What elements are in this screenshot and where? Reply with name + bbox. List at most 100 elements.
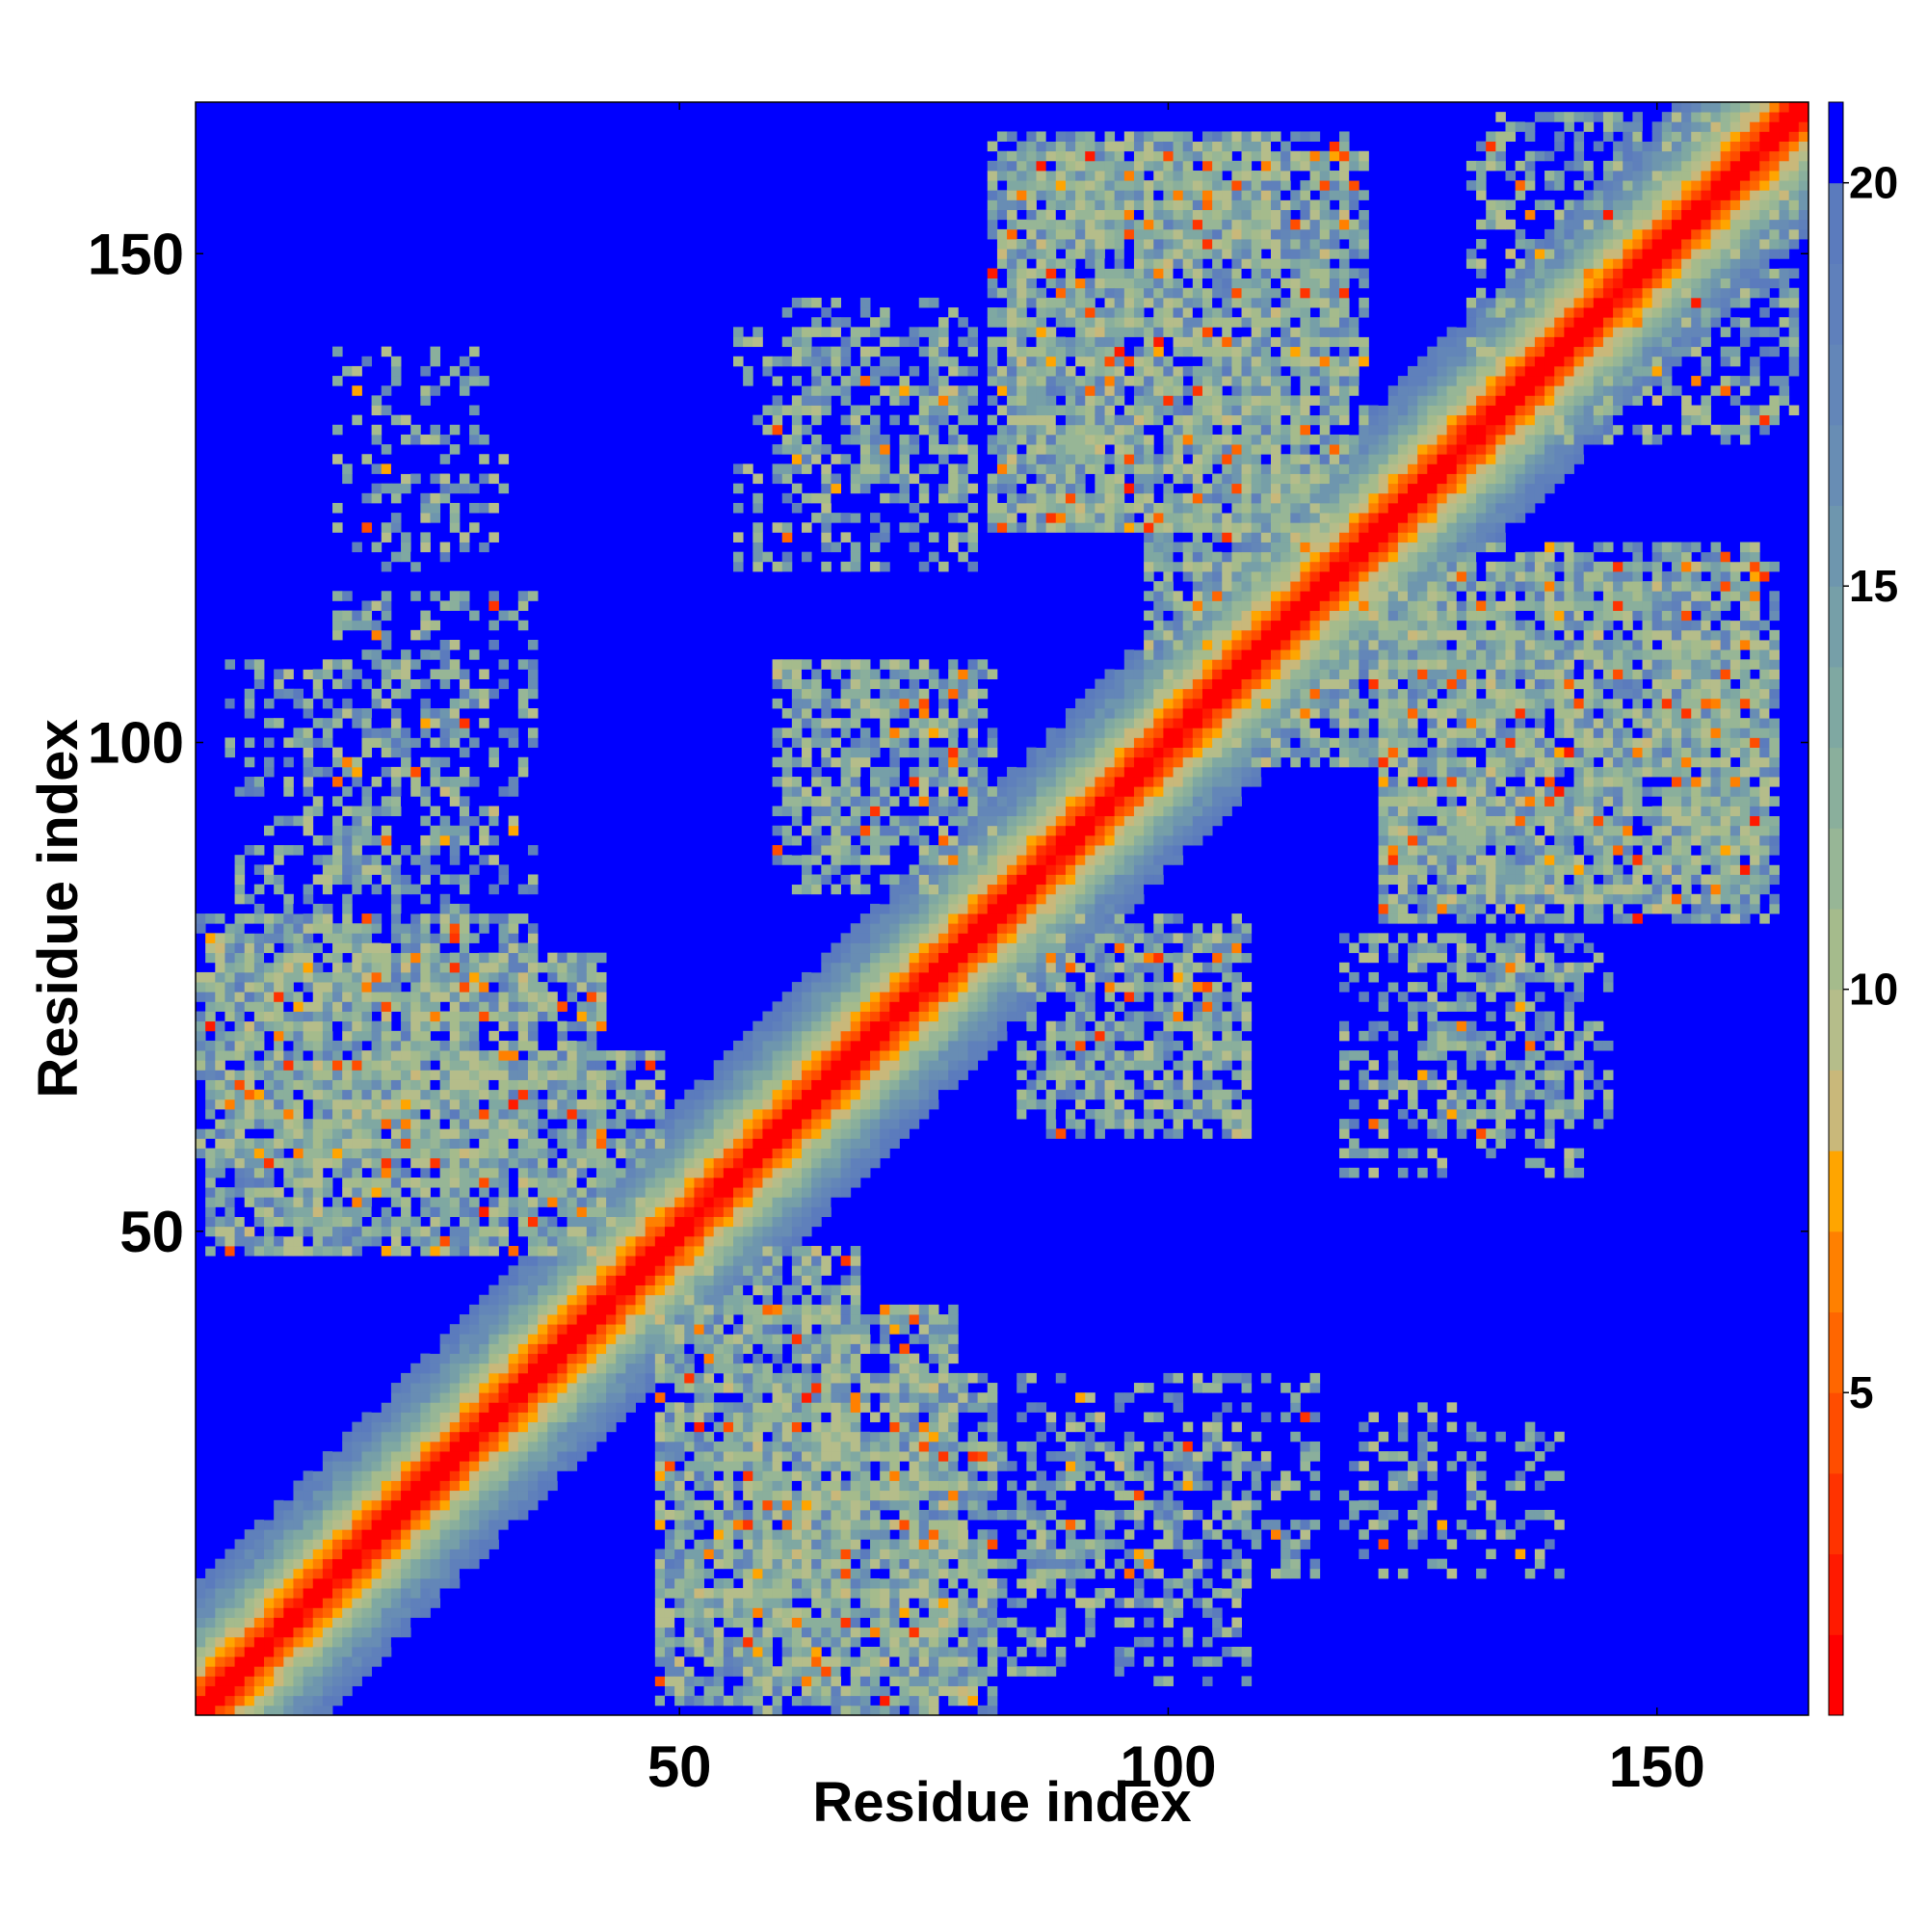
heatmap-cell [332, 1128, 343, 1139]
heatmap-cell [703, 1520, 715, 1530]
heatmap-cell [645, 1226, 656, 1237]
heatmap-cell [831, 1343, 841, 1355]
heatmap-cell [420, 1098, 431, 1110]
heatmap-cell [459, 473, 470, 485]
heatmap-cell [459, 1509, 470, 1521]
heatmap-cell [342, 1548, 353, 1560]
heatmap-cell [831, 1646, 841, 1657]
heatmap-cell [772, 1577, 783, 1589]
heatmap-cell [674, 1568, 685, 1579]
heatmap-cell [234, 1020, 246, 1032]
heatmap-cell [322, 1520, 333, 1530]
heatmap-cell [527, 640, 539, 650]
heatmap-cell [498, 1372, 510, 1384]
heatmap-cell [430, 962, 441, 973]
heatmap-cell [781, 1108, 793, 1120]
heatmap-cell [215, 1157, 225, 1169]
heatmap-cell [821, 1568, 832, 1579]
heatmap-cell [449, 825, 461, 836]
heatmap-cell [253, 1666, 265, 1677]
heatmap-cell [723, 1089, 734, 1100]
heatmap-cell [713, 1157, 725, 1169]
heatmap-cell [880, 1539, 890, 1549]
heatmap-cell [625, 1235, 636, 1247]
heatmap-cell [498, 1119, 510, 1129]
heatmap-cell [322, 1617, 333, 1628]
heatmap-cell [713, 1079, 725, 1091]
heatmap-cell [488, 1030, 499, 1042]
heatmap-cell [342, 1216, 353, 1228]
heatmap-cell [802, 747, 812, 758]
heatmap-cell [274, 962, 284, 973]
heatmap-cell [410, 669, 421, 679]
heatmap-cell [743, 1050, 753, 1061]
heatmap-cell [781, 1050, 793, 1061]
heatmap-cell [635, 1275, 647, 1285]
heatmap-cell [410, 728, 421, 738]
heatmap-cell [645, 1334, 656, 1344]
heatmap-cell [811, 1343, 822, 1355]
heatmap-cell [547, 1060, 558, 1071]
heatmap-cell [303, 1558, 314, 1570]
heatmap-cell [811, 1178, 822, 1188]
heatmap-cell [606, 1157, 617, 1169]
heatmap-cell [870, 395, 881, 406]
heatmap-cell [616, 1294, 626, 1306]
heatmap-cell [762, 1372, 773, 1384]
heatmap-cell [527, 678, 539, 690]
heatmap-cell [361, 1070, 373, 1080]
heatmap-cell [762, 1246, 773, 1257]
heatmap-cell [508, 1490, 519, 1501]
heatmap-cell [811, 1353, 822, 1364]
heatmap-cell [831, 1314, 841, 1325]
heatmap-cell [743, 1226, 753, 1237]
heatmap-cell [781, 1577, 793, 1589]
heatmap-cell [703, 1431, 715, 1442]
heatmap-cell [332, 620, 343, 631]
heatmap-cell [224, 1646, 235, 1657]
heatmap-cell [811, 1676, 822, 1686]
heatmap-cell [469, 1490, 480, 1501]
heatmap-cell [390, 1167, 402, 1178]
heatmap-cell [517, 1314, 529, 1325]
heatmap-cell [381, 591, 392, 601]
heatmap-cell [586, 971, 597, 983]
heatmap-cell [802, 522, 812, 533]
heatmap-cell [303, 1539, 314, 1549]
heatmap-cell [850, 718, 861, 728]
heatmap-cell [811, 678, 822, 690]
heatmap-cell [557, 1461, 568, 1471]
heatmap-cell [420, 1470, 431, 1481]
heatmap-cell [723, 1138, 734, 1149]
heatmap-cell [694, 1441, 704, 1452]
heatmap-cell [586, 1284, 597, 1296]
heatmap-cell [694, 1246, 704, 1257]
heatmap-cell [517, 913, 529, 924]
heatmap-cell [449, 1030, 461, 1042]
heatmap-cell [508, 786, 519, 797]
heatmap-cell [293, 1206, 304, 1217]
heatmap-cell [469, 913, 480, 924]
heatmap-cell [870, 1588, 881, 1599]
heatmap-cell [381, 629, 392, 641]
heatmap-cell [743, 1178, 753, 1188]
heatmap-cell [371, 1636, 383, 1648]
heatmap-cell [449, 1363, 461, 1374]
heatmap-cell [371, 1108, 383, 1120]
heatmap-cell [870, 962, 881, 973]
heatmap-cell [449, 874, 461, 886]
heatmap-cell [595, 1128, 607, 1139]
heatmap-cell [880, 1372, 890, 1384]
heatmap-cell [859, 1577, 871, 1589]
heatmap-cell [527, 1079, 539, 1091]
heatmap-cell [420, 1451, 431, 1462]
heatmap-cell [859, 1646, 871, 1657]
heatmap-cell [439, 1383, 451, 1393]
heatmap-cell [332, 1138, 343, 1149]
heatmap-cell [234, 971, 246, 983]
heatmap-cell [508, 1265, 519, 1276]
heatmap-cell [498, 1441, 510, 1452]
heatmap-cell [595, 1265, 607, 1276]
heatmap-cell [381, 659, 392, 670]
heatmap-cell [488, 1050, 499, 1061]
